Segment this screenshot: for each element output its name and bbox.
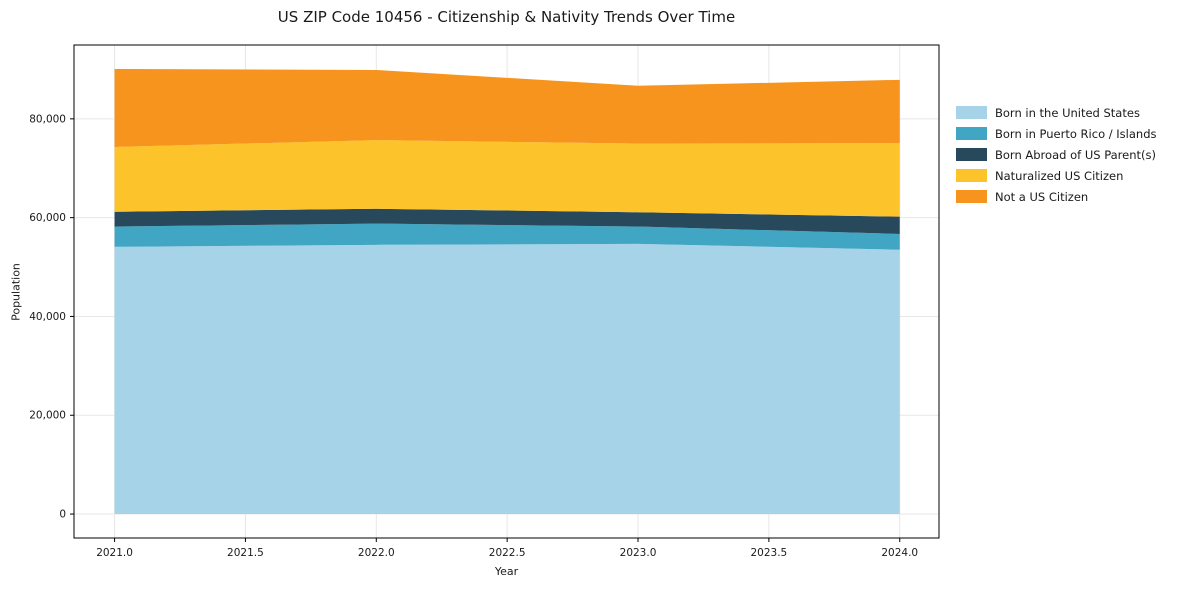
legend-item: Born Abroad of US Parent(s): [956, 144, 1157, 165]
y-tick-label: 60,000: [29, 212, 66, 224]
legend: Born in the United States Born in Puerto…: [956, 102, 1157, 207]
legend-label: Naturalized US Citizen: [995, 168, 1124, 183]
legend-item: Born in Puerto Rico / Islands: [956, 123, 1157, 144]
legend-swatch: [956, 148, 987, 161]
legend-swatch: [956, 106, 987, 119]
area-not-a-us-citizen: [114, 68, 900, 148]
legend-item: Born in the United States: [956, 102, 1157, 123]
area-born-in-the-united-states: [114, 243, 900, 515]
legend-item: Naturalized US Citizen: [956, 165, 1157, 186]
area-naturalized-us-citizen: [114, 140, 900, 217]
y-tick-label: 20,000: [29, 410, 66, 422]
area-born-abroad-of-us-parent-s: [114, 208, 900, 234]
x-tick-label: 2021.0: [96, 547, 133, 559]
legend-label: Not a US Citizen: [995, 189, 1089, 204]
area-born-in-puerto-rico-islands: [114, 223, 900, 250]
legend-label: Born Abroad of US Parent(s): [995, 147, 1156, 162]
y-tick-label: 80,000: [29, 113, 66, 125]
x-tick-label: 2023.5: [751, 547, 788, 559]
x-tick-label: 2022.5: [489, 547, 526, 559]
legend-swatch: [956, 127, 987, 140]
x-axis-label: Year: [494, 565, 519, 578]
x-tick-label: 2024.0: [881, 547, 918, 559]
x-tick-label: 2023.0: [620, 547, 657, 559]
legend-swatch: [956, 169, 987, 182]
axes-spines: [73, 44, 940, 539]
y-tick-label: 40,000: [29, 311, 66, 323]
x-tick-label: 2021.5: [227, 547, 264, 559]
legend-swatch: [956, 190, 987, 203]
x-tick-label: 2022.0: [358, 547, 395, 559]
legend-item: Not a US Citizen: [956, 186, 1157, 207]
chart-title: US ZIP Code 10456 - Citizenship & Nativi…: [277, 8, 736, 26]
legend-label: Born in Puerto Rico / Islands: [995, 126, 1157, 141]
legend-label: Born in the United States: [995, 105, 1140, 120]
y-tick-label: 0: [59, 509, 66, 521]
